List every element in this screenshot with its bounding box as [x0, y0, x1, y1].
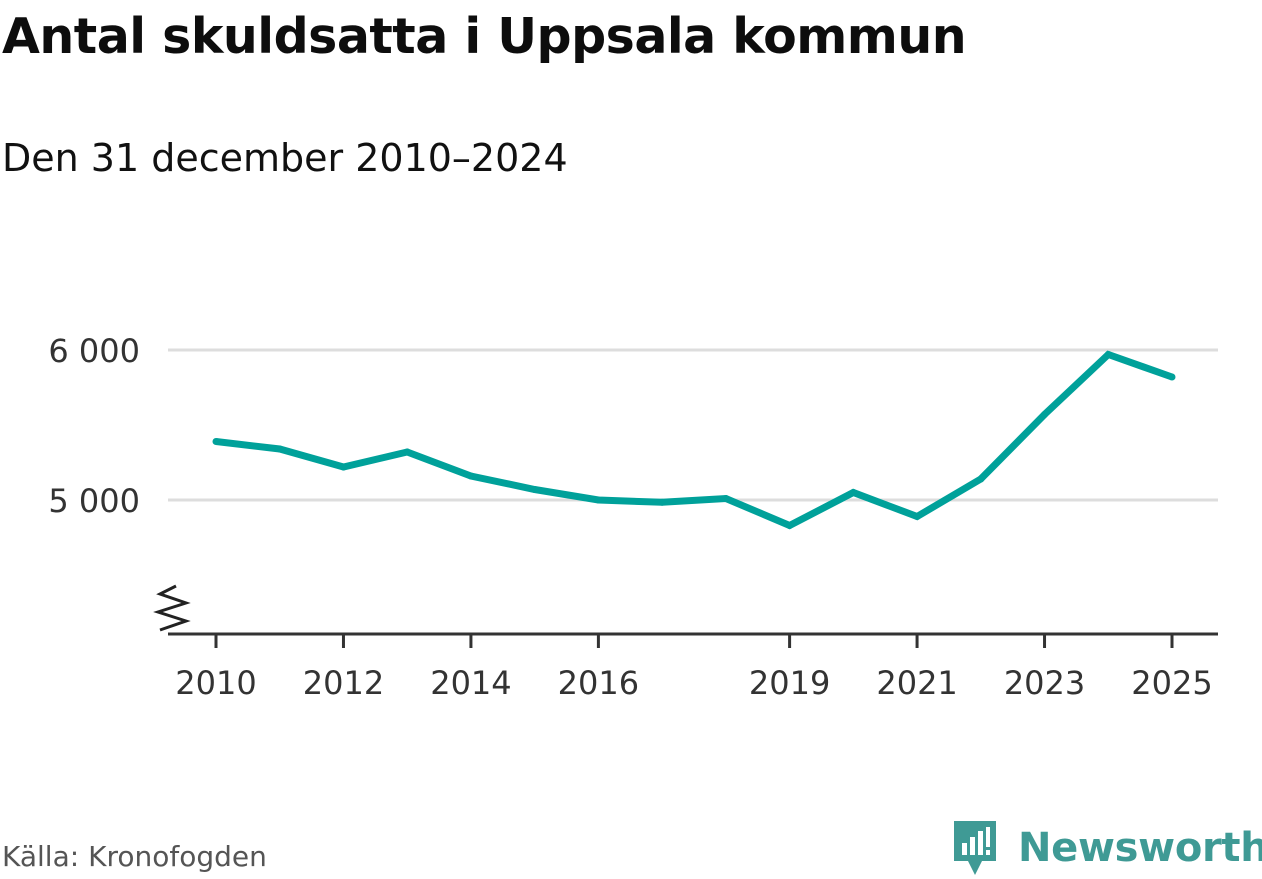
axis-break-icon [153, 584, 191, 632]
x-tick-label: 2010 [175, 664, 256, 702]
newsworthy-logo-icon [954, 821, 996, 875]
chart-title: Antal skuldsatta i Uppsala kommun [2, 8, 967, 65]
gridlines [168, 348, 1218, 502]
series-line-0 [215, 350, 1174, 530]
chart-subtitle: Den 31 december 2010–2024 [2, 136, 568, 180]
x-axis [153, 584, 1218, 648]
x-tick-label: 2021 [876, 664, 957, 702]
data-point-2018[interactable] [722, 495, 730, 502]
data-point-2019[interactable] [786, 522, 794, 529]
source-note: Källa: Kronofogden [2, 840, 267, 873]
data-point-2012[interactable] [339, 463, 347, 471]
y-tick-label: 6 000 [48, 332, 140, 370]
brand-logo[interactable]: Newsworthy [950, 818, 1262, 878]
x-tick-label: 2019 [749, 664, 830, 702]
data-point-2013[interactable] [403, 448, 411, 456]
data-point-2025[interactable] [1168, 373, 1176, 381]
data-point-2020[interactable] [849, 489, 857, 496]
y-axis-labels: 5 000 6 000 [48, 332, 140, 520]
brand-name: Newsworthy [1018, 825, 1262, 871]
x-axis-labels: 2010 2012 2014 2016 2019 2021 2023 2025 [175, 664, 1212, 702]
data-point-2011[interactable] [276, 445, 284, 453]
series [212, 350, 1176, 530]
x-tick-label: 2025 [1131, 664, 1212, 702]
data-point-2014[interactable] [467, 472, 475, 480]
data-point-2010[interactable] [212, 438, 220, 445]
data-point-2021[interactable] [913, 513, 921, 520]
x-tick-label: 2016 [558, 664, 639, 702]
x-tick-label: 2023 [1004, 664, 1085, 702]
y-tick-label: 5 000 [48, 482, 140, 520]
data-point-2015[interactable] [531, 486, 539, 493]
data-point-2022[interactable] [977, 475, 985, 483]
data-point-2016[interactable] [594, 496, 602, 504]
data-point-2023[interactable] [1041, 411, 1049, 418]
x-tick-label: 2012 [303, 664, 384, 702]
x-tick-label: 2014 [430, 664, 511, 702]
data-point-2017[interactable] [658, 498, 666, 506]
data-point-2024[interactable] [1104, 351, 1112, 358]
